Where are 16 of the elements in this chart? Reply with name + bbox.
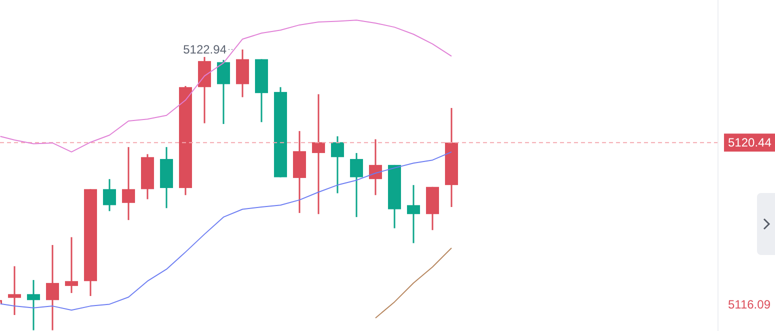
candlestick — [27, 279, 40, 331]
y-tick-label: 5120.44 — [728, 136, 772, 150]
candlestick — [369, 138, 382, 196]
candlestick — [103, 178, 116, 212]
candlestick — [407, 184, 420, 244]
candlestick — [46, 244, 59, 331]
candlestick — [350, 152, 363, 218]
candlestick — [65, 236, 78, 294]
candlestick — [122, 146, 135, 221]
candlestick — [217, 59, 230, 125]
y-tick-label: 5116.09 — [728, 298, 771, 312]
line-series — [375, 247, 452, 318]
candlestick — [312, 93, 325, 215]
candlestick — [331, 136, 344, 194]
annotation: 5122.94 — [183, 42, 227, 57]
candlestick — [8, 265, 21, 316]
